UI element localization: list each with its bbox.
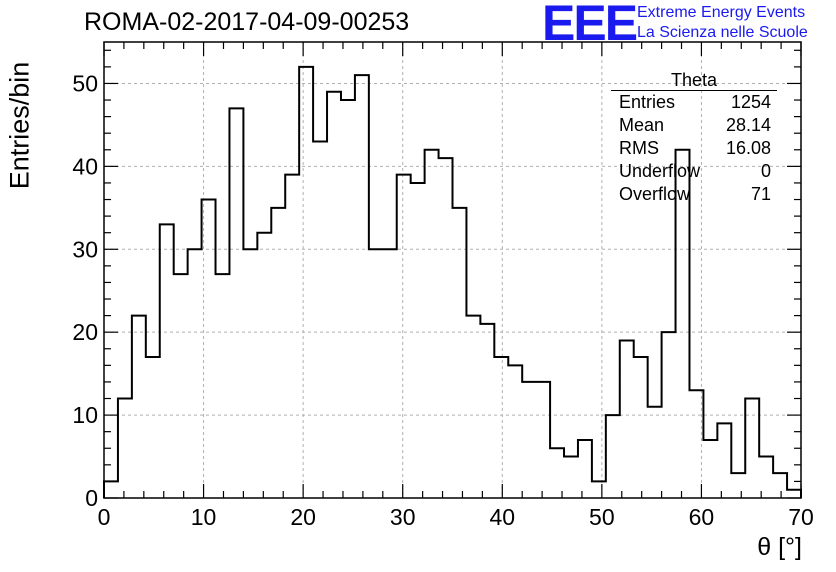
stat-value: 0 [760, 161, 771, 181]
stat-label: Overflow [619, 184, 691, 204]
axis-tick-labels: 0 10 20 30 40 50 60 70 0 10 20 30 40 50 [72, 70, 813, 530]
stat-value: 28.14 [725, 115, 771, 135]
stat-label: Mean [619, 115, 665, 135]
stat-row-entries: Entries 1254 [611, 91, 777, 114]
x-tick-label: 50 [589, 504, 615, 530]
y-tick-label: 20 [72, 319, 98, 345]
histogram-line [103, 65, 802, 498]
stats-title: Theta [611, 70, 777, 91]
x-tick-label: 70 [788, 504, 814, 530]
x-tick-label: 40 [489, 504, 515, 530]
logo-caption-line-1: Extreme Energy Events [637, 4, 806, 21]
logo-caption: Extreme Energy Events La Scienza nelle S… [637, 3, 808, 43]
stat-value: 1254 [730, 92, 771, 112]
x-tick-label: 10 [191, 504, 217, 530]
x-tick-label: 0 [98, 504, 111, 530]
stat-label: Entries [619, 92, 676, 112]
x-tick-label: 20 [290, 504, 316, 530]
stat-label: RMS [619, 138, 659, 158]
axis-ticks [103, 42, 802, 499]
logo-caption-line-2: La Scienza nelle Scuole [637, 24, 808, 41]
y-tick-label: 40 [72, 153, 98, 179]
stat-row-mean: Mean 28.14 [611, 114, 777, 137]
stat-label: Underflow [619, 161, 701, 181]
y-tick-label: 50 [72, 70, 98, 96]
stat-row-rms: RMS 16.08 [611, 137, 777, 160]
stat-value: 16.08 [725, 138, 771, 158]
x-tick-label: 60 [689, 504, 715, 530]
y-tick-label: 0 [85, 485, 98, 511]
stat-row-overflow: Overflow 71 [611, 183, 777, 206]
stat-value: 71 [750, 184, 771, 204]
chart-title: ROMA-02-2017-04-09-00253 [84, 8, 410, 36]
eee-logo: EEE [542, 0, 638, 51]
plot-frame [103, 41, 802, 499]
x-axis-label: θ [°] [757, 533, 802, 561]
y-tick-label: 30 [72, 236, 98, 262]
stat-row-underflow: Underflow 0 [611, 160, 777, 183]
stats-box: Theta Entries 1254 Mean 28.14 RMS 16.08 … [611, 70, 777, 206]
x-tick-label: 30 [390, 504, 416, 530]
y-axis-label: Entries/bin [4, 61, 35, 190]
y-tick-label: 10 [72, 402, 98, 428]
